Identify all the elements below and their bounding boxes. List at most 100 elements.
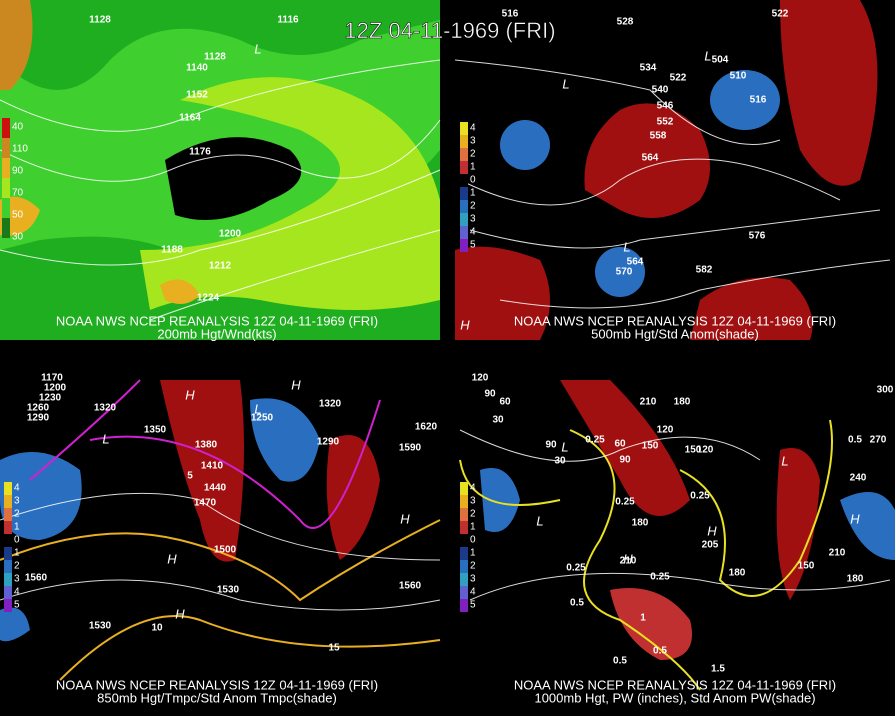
legend-label: 30 bbox=[12, 232, 24, 243]
positive-anomaly bbox=[610, 588, 692, 660]
contour-label: 1188 bbox=[161, 245, 183, 256]
panel-caption: 500mb Hgt/Std Anom(shade) bbox=[591, 326, 759, 341]
legend-swatch bbox=[4, 482, 12, 495]
contour-label: 1440 bbox=[204, 483, 227, 494]
negative-anomaly bbox=[0, 452, 82, 540]
legend-label: 1 bbox=[14, 522, 20, 533]
pressure-center: H bbox=[175, 606, 185, 621]
panel-caption: NOAA NWS NCEP REANALYSIS 12Z 04-11-1969 … bbox=[514, 313, 836, 328]
legend-swatch bbox=[4, 547, 12, 560]
positive-anomaly bbox=[160, 380, 244, 562]
legend-label: 3 bbox=[14, 496, 20, 507]
contour-label: 1290 bbox=[27, 413, 50, 424]
pressure-center: L bbox=[254, 41, 261, 56]
legend-swatch bbox=[460, 495, 468, 508]
negative-anomaly bbox=[595, 247, 645, 297]
contour bbox=[454, 59, 781, 145]
legend-swatch bbox=[2, 158, 10, 178]
legend-label: 3 bbox=[470, 496, 476, 507]
legend-swatch bbox=[460, 482, 468, 495]
contour bbox=[459, 158, 841, 206]
contour bbox=[0, 59, 441, 132]
negative-anomaly bbox=[500, 120, 550, 170]
pressure-center: L bbox=[254, 401, 261, 416]
contour-label: 120 bbox=[657, 425, 674, 436]
legend-swatch bbox=[2, 198, 10, 218]
map-title: 12Z 04-11-1969 (FRI) bbox=[344, 18, 555, 43]
positive-anomaly bbox=[780, 0, 878, 186]
contour-label: 10 bbox=[151, 623, 163, 634]
panel-caption: NOAA NWS NCEP REANALYSIS 12Z 04-11-1969 … bbox=[56, 677, 378, 692]
contour-label: 1620 bbox=[415, 422, 438, 433]
contour-label: 0.5 bbox=[570, 598, 584, 609]
contour-label: 0.5 bbox=[613, 656, 627, 667]
contour-label: 180 bbox=[674, 397, 691, 408]
legend-label: 1 bbox=[14, 548, 20, 559]
contour-label: 0.25 bbox=[615, 497, 635, 508]
contour-label: 552 bbox=[657, 117, 674, 128]
contour-label: 1590 bbox=[399, 443, 422, 454]
contour-label: 1200 bbox=[219, 229, 242, 240]
legend-label: 4 bbox=[14, 587, 20, 598]
contour-label: 180 bbox=[632, 518, 649, 529]
legend-label: 3 bbox=[14, 574, 20, 585]
contour-label: 60 bbox=[614, 439, 626, 450]
contour-label: 564 bbox=[627, 257, 644, 268]
legend-label: 110 bbox=[12, 144, 28, 155]
contour-label: 570 bbox=[616, 267, 633, 278]
legend-swatch bbox=[460, 547, 468, 560]
legend-label: 2 bbox=[14, 561, 20, 572]
pressure-center: H bbox=[460, 317, 470, 332]
legend-swatch bbox=[460, 508, 468, 521]
contour-label: 15 bbox=[328, 643, 340, 654]
contour-label: 1470 bbox=[194, 498, 217, 509]
contour-label: 0.25 bbox=[650, 572, 670, 583]
contour-label: 150 bbox=[685, 445, 702, 456]
legend-label: 0 bbox=[470, 175, 476, 186]
wind-max bbox=[0, 0, 33, 90]
temperature-contour bbox=[0, 519, 441, 681]
contour-label: 516 bbox=[502, 9, 519, 20]
contour-label: 1290 bbox=[317, 437, 340, 448]
contour-label: 1212 bbox=[209, 261, 232, 272]
panel-200mb bbox=[0, 0, 441, 340]
legend-swatch bbox=[4, 599, 12, 612]
contour-label: 5 bbox=[187, 471, 193, 482]
contour-label: 522 bbox=[772, 9, 789, 20]
contour-label: 1560 bbox=[399, 581, 422, 592]
contour-label: 1500 bbox=[214, 545, 237, 556]
contour-label: 1176 bbox=[189, 147, 211, 158]
legend-label: 1 bbox=[470, 162, 476, 173]
legend-label: 4 bbox=[470, 483, 476, 494]
contour-label: 30 bbox=[554, 456, 566, 467]
legend-swatch bbox=[2, 138, 10, 158]
contour bbox=[469, 209, 881, 249]
contour-label: 1128 bbox=[204, 52, 226, 63]
legend-swatch bbox=[4, 495, 12, 508]
legend-swatch bbox=[460, 226, 468, 239]
legend-label: 90 bbox=[12, 166, 24, 177]
legend-swatch bbox=[2, 178, 10, 198]
legend-swatch bbox=[460, 521, 468, 534]
positive-anomaly bbox=[584, 103, 710, 218]
contour-label: 1560 bbox=[25, 573, 48, 584]
legend-label: 50 bbox=[12, 210, 24, 221]
negative-anomaly bbox=[480, 468, 520, 532]
legend-label: 4 bbox=[14, 483, 20, 494]
contour bbox=[499, 259, 891, 309]
contour-label: 1128 bbox=[89, 15, 111, 26]
contour-label: 150 bbox=[798, 561, 815, 572]
legend-swatch bbox=[460, 174, 468, 187]
contour-label: 1116 bbox=[277, 15, 299, 26]
contour-label: 205 bbox=[702, 540, 719, 551]
contour-label: 1530 bbox=[89, 621, 112, 632]
pressure-center: L bbox=[562, 76, 569, 91]
contour-label: 1 bbox=[640, 613, 646, 624]
contour-label: 300 bbox=[877, 385, 894, 396]
positive-anomaly bbox=[690, 277, 813, 340]
legend-label: 0 bbox=[470, 535, 476, 546]
negative-anomaly bbox=[710, 70, 780, 130]
pressure-center: H bbox=[623, 551, 633, 566]
contour-label: 90 bbox=[619, 455, 631, 466]
pressure-center: H bbox=[707, 523, 717, 538]
